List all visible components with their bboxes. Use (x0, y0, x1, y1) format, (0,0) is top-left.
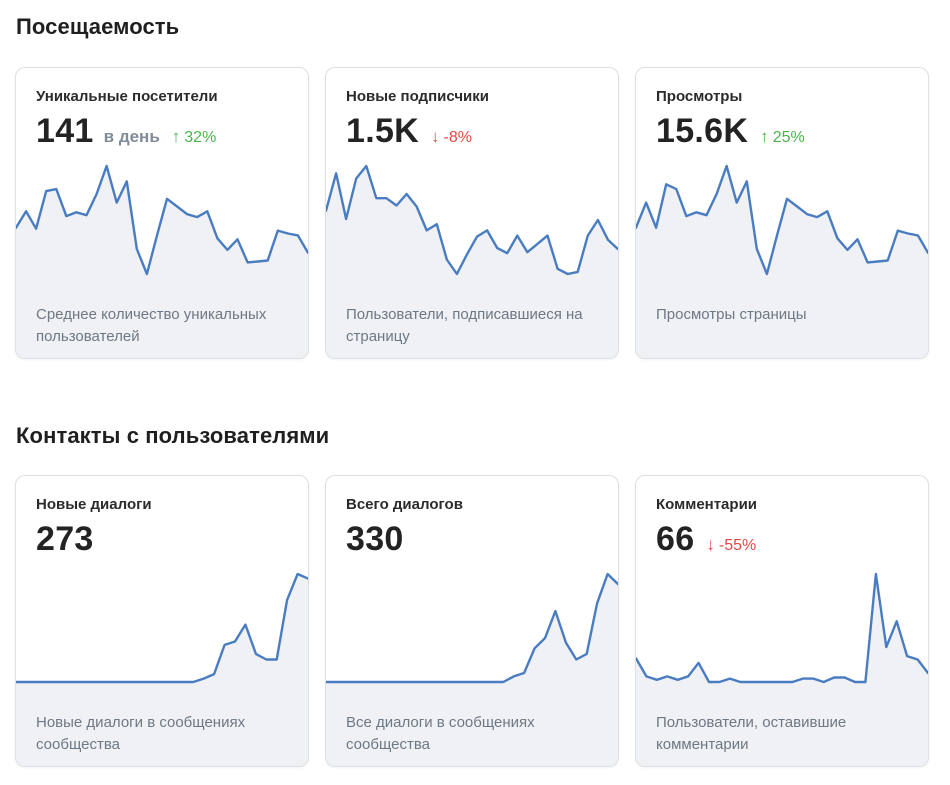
sparkline-chart (636, 158, 928, 288)
card-footer: Пользователи, оставившие комментарии (636, 696, 928, 766)
sparkline-chart (326, 566, 618, 696)
delta-text: 32% (184, 129, 217, 146)
sparkline-line (16, 572, 308, 684)
card-label: Просмотры (656, 88, 743, 105)
sparkline-svg (326, 164, 618, 288)
sparkline-area (326, 166, 618, 288)
sparkline-area (16, 166, 308, 288)
sparkline-area (636, 166, 928, 288)
metric-row: 330 (346, 520, 404, 559)
card-label: Комментарии (656, 496, 758, 513)
sparkline-chart (326, 158, 618, 288)
metric-row: 15.6K ↑ 25% (656, 112, 805, 151)
arrow-down-icon: ↓ (431, 127, 440, 146)
card-new-subscribers[interactable]: Новые подписчики 1.5K ↓ -8% Пользователи… (325, 67, 619, 359)
card-label: Новые диалоги (36, 496, 152, 513)
sparkline-chart (16, 158, 308, 288)
sparkline-line (326, 164, 618, 276)
delta-text: -8% (443, 129, 472, 146)
card-total-dialogs[interactable]: Всего диалогов 330 Все диалоги в сообщен… (325, 475, 619, 767)
card-footer: Просмотры страницы (636, 288, 928, 358)
card-unique-visitors[interactable]: Уникальные посетители 141 в день ↑ 32% С… (15, 67, 309, 359)
sparkline-chart (16, 566, 308, 696)
card-label: Новые подписчики (346, 88, 489, 105)
sparkline-svg (16, 164, 308, 288)
metric-value: 273 (36, 520, 94, 558)
sparkline-line (636, 572, 928, 684)
sparkline-line (326, 572, 618, 684)
sparkline-chart (636, 566, 928, 696)
delta-badge: ↑ 25% (760, 127, 805, 147)
card-description: Пользователи, оставившие комментарии (656, 714, 847, 753)
section-title-contacts: Контакты с пользователями (16, 423, 330, 448)
sparkline-area (326, 574, 618, 696)
card-new-dialogs[interactable]: Новые диалоги 273 Новые диалоги в сообще… (15, 475, 309, 767)
card-description: Среднее количество уникальных пользовате… (36, 306, 267, 345)
card-footer: Среднее количество уникальных пользовате… (16, 288, 308, 358)
metric-value: 141 (36, 112, 94, 150)
section-title-attendance: Посещаемость (16, 14, 180, 39)
metric-row: 1.5K ↓ -8% (346, 112, 472, 151)
card-footer: Все диалоги в сообщениях сообщества (326, 696, 618, 766)
card-description: Просмотры страницы (656, 306, 807, 323)
sparkline-svg (326, 572, 618, 696)
metric-value: 15.6K (656, 112, 749, 150)
metric-row: 273 (36, 520, 94, 559)
card-page-views[interactable]: Просмотры 15.6K ↑ 25% Просмотры страницы (635, 67, 929, 359)
delta-text: 25% (772, 129, 805, 146)
sparkline-line (636, 164, 928, 276)
card-footer: Пользователи, подписавшиеся на страницу (326, 288, 618, 358)
metric-row: 141 в день ↑ 32% (36, 112, 216, 151)
card-label: Уникальные посетители (36, 88, 218, 105)
metric-value: 1.5K (346, 112, 420, 150)
card-description: Пользователи, подписавшиеся на страницу (346, 306, 583, 345)
attendance-cards: Уникальные посетители 141 в день ↑ 32% С… (15, 67, 929, 359)
arrow-up-icon: ↑ (760, 127, 769, 146)
delta-badge: ↓ -55% (706, 535, 756, 555)
sparkline-area (16, 574, 308, 696)
metric-value: 330 (346, 520, 404, 558)
contacts-cards: Новые диалоги 273 Новые диалоги в сообще… (15, 475, 929, 767)
arrow-down-icon: ↓ (706, 535, 715, 554)
card-footer: Новые диалоги в сообщениях сообщества (16, 696, 308, 766)
card-label: Всего диалогов (346, 496, 463, 513)
delta-badge: ↓ -8% (431, 127, 472, 147)
sparkline-svg (16, 572, 308, 696)
metric-row: 66 ↓ -55% (656, 520, 756, 559)
card-description: Все диалоги в сообщениях сообщества (346, 714, 535, 753)
arrow-up-icon: ↑ (171, 127, 181, 146)
delta-badge: ↑ 32% (172, 127, 217, 147)
sparkline-svg (636, 572, 928, 696)
metric-value: 66 (656, 520, 695, 558)
sparkline-area (636, 574, 928, 696)
sparkline-line (16, 164, 308, 276)
sparkline-svg (636, 164, 928, 288)
card-description: Новые диалоги в сообщениях сообщества (36, 714, 246, 753)
metric-unit: в день (103, 127, 160, 146)
delta-text: -55% (718, 537, 757, 554)
card-comments[interactable]: Комментарии 66 ↓ -55% Пользователи, оста… (635, 475, 929, 767)
